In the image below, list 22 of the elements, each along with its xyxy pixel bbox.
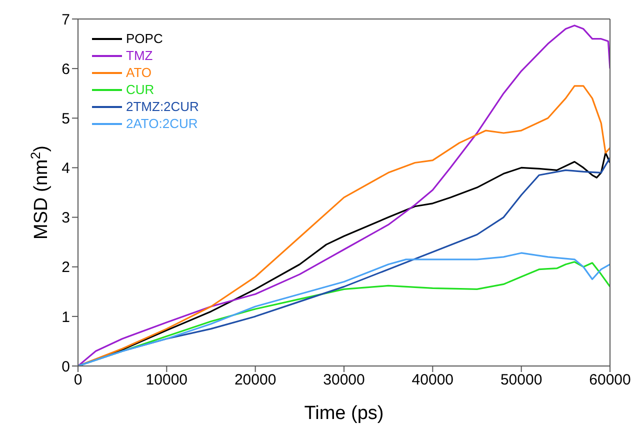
x-tick-label: 50000	[500, 372, 542, 389]
legend-label: CUR	[126, 81, 154, 98]
legend-label: TMZ	[126, 47, 153, 64]
x-tick-label: 20000	[234, 372, 276, 389]
y-tick-label: 1	[62, 308, 70, 326]
y-tick-label: 0	[62, 358, 70, 376]
x-tick-label: 40000	[412, 372, 454, 389]
y-tick-label: 7	[62, 11, 70, 28]
legend-label: ATO	[126, 64, 152, 81]
x-tick-label: 10000	[146, 372, 188, 389]
legend-label: 2ATO:2CUR	[126, 115, 198, 132]
x-axis-title: Time (ps)	[304, 403, 384, 424]
y-tick-label: 6	[62, 60, 70, 78]
y-tick-label: 2	[62, 259, 70, 276]
y-tick-label: 3	[62, 210, 70, 227]
y-tick-label: 4	[62, 160, 70, 178]
x-tick-label: 60000	[589, 372, 631, 389]
y-tick-label: 5	[62, 110, 70, 128]
legend-label: 2TMZ:2CUR	[126, 98, 199, 115]
x-tick-label: 0	[74, 372, 82, 389]
x-tick-label: 30000	[323, 372, 365, 389]
legend-label: POPC	[126, 30, 163, 47]
